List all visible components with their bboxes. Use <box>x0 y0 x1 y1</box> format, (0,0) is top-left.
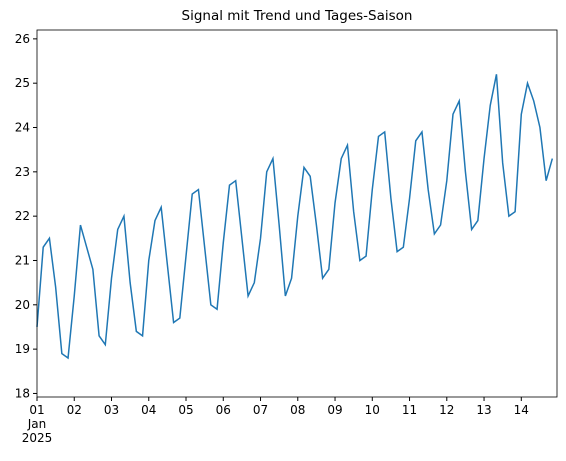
x-tick-label: 14 <box>514 403 529 417</box>
chart-title: Signal mit Trend und Tages-Saison <box>182 8 413 24</box>
y-tick-label: 22 <box>15 209 30 223</box>
x-tick-label: 10 <box>365 403 380 417</box>
x-tick-label: 09 <box>327 403 342 417</box>
x-tick-label: 03 <box>104 403 119 417</box>
x-tick-label: 13 <box>476 403 491 417</box>
x-tick-label: 06 <box>216 403 231 417</box>
y-tick-label: 26 <box>15 32 30 46</box>
y-tick-label: 18 <box>15 386 30 400</box>
x-tick-label: 07 <box>253 403 268 417</box>
x-tick-label: 04 <box>141 403 156 417</box>
y-tick-label: 20 <box>15 298 30 312</box>
x-tick-label: 05 <box>178 403 193 417</box>
x-month-label: Jan <box>27 417 47 431</box>
axes-frame <box>36 29 558 398</box>
y-tick-label: 19 <box>15 342 30 356</box>
x-tick-label: 11 <box>402 403 417 417</box>
y-tick-label: 23 <box>15 165 30 179</box>
x-tick-label: 08 <box>290 403 305 417</box>
x-tick-label: 12 <box>439 403 454 417</box>
x-tick-label: 02 <box>67 403 82 417</box>
x-year-label: 2025 <box>22 431 53 445</box>
y-tick-label: 25 <box>15 76 30 90</box>
x-tick-label: 01 <box>29 403 44 417</box>
y-tick-label: 21 <box>15 253 30 267</box>
y-tick-label: 24 <box>15 121 30 135</box>
line-series <box>36 74 554 360</box>
